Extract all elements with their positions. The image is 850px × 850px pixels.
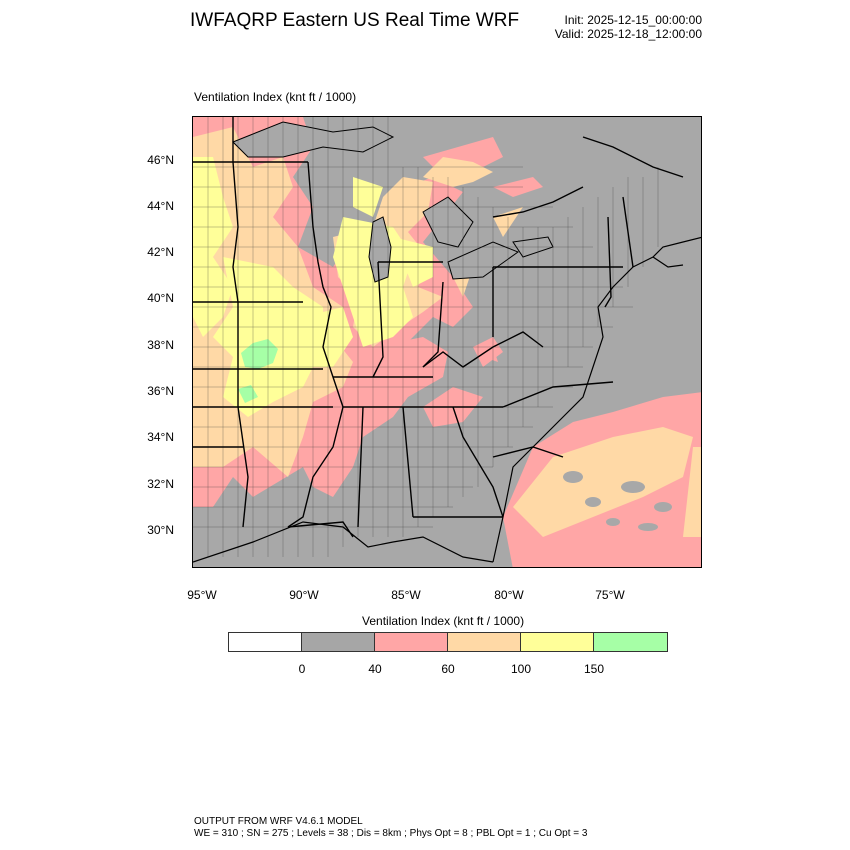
ventilation-index-map [193, 117, 701, 567]
lon-label-75: 75°W [595, 588, 625, 602]
colorbar-swatch [229, 633, 302, 651]
model-info: OUTPUT FROM WRF V4.6.1 MODEL WE = 310 ; … [194, 816, 587, 840]
lat-label-36: 36°N [147, 384, 174, 398]
plot-title: IWFAQRP Eastern US Real Time WRF [190, 10, 520, 31]
colorbar-swatch [521, 633, 594, 651]
lat-label-32: 32°N [147, 477, 174, 491]
valid-time: Valid: 2025-12-18_12:00:00 [554, 27, 702, 41]
model-info-line2: WE = 310 ; SN = 275 ; Levels = 38 ; Dis … [194, 828, 588, 839]
run-times: Init: 2025-12-15_00:00:00 Valid: 2025-12… [555, 13, 702, 41]
init-time: Init: 2025-12-15_00:00:00 [564, 13, 702, 27]
colorbar-tick: 0 [298, 662, 306, 676]
colorbar-swatch [375, 633, 448, 651]
map-panel [192, 116, 702, 568]
lat-label-46: 46°N [147, 153, 174, 167]
colorbar-tick: 40 [368, 662, 382, 676]
lat-label-34: 34°N [147, 430, 174, 444]
colorbar-tick: 100 [510, 662, 532, 676]
lat-label-40: 40°N [147, 291, 174, 305]
colorbar-title: Ventilation Index (knt ft / 1000) [362, 614, 525, 628]
lat-label-42: 42°N [147, 245, 174, 259]
colorbar-tick: 60 [441, 662, 455, 676]
colorbar-swatch [594, 633, 667, 651]
lon-label-95: 95°W [187, 588, 217, 602]
colorbar-tick: 150 [583, 662, 605, 676]
lat-label-38: 38°N [147, 338, 174, 352]
field-label: Ventilation Index (knt ft / 1000) [194, 90, 357, 104]
lon-label-85: 85°W [391, 588, 421, 602]
lon-label-90: 90°W [289, 588, 319, 602]
colorbar-swatch [302, 633, 375, 651]
lon-label-80: 80°W [494, 588, 524, 602]
lat-label-44: 44°N [147, 199, 174, 213]
colorbar [228, 632, 668, 652]
model-info-line1: OUTPUT FROM WRF V4.6.1 MODEL [194, 816, 363, 827]
lat-label-30: 30°N [147, 523, 174, 537]
colorbar-swatch [448, 633, 521, 651]
